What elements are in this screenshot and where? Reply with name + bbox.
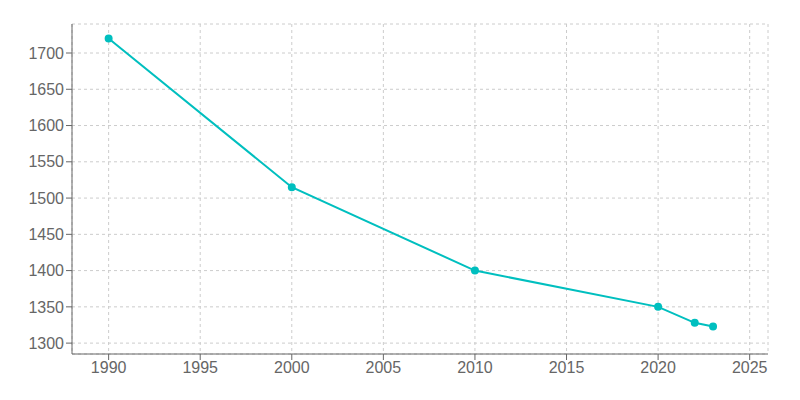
- svg-text:1350: 1350: [28, 299, 64, 316]
- svg-text:1500: 1500: [28, 190, 64, 207]
- svg-text:1995: 1995: [182, 359, 218, 376]
- svg-text:2015: 2015: [549, 359, 585, 376]
- svg-text:1600: 1600: [28, 117, 64, 134]
- svg-text:1700: 1700: [28, 45, 64, 62]
- svg-text:1550: 1550: [28, 153, 64, 170]
- svg-text:2010: 2010: [457, 359, 493, 376]
- svg-text:1450: 1450: [28, 226, 64, 243]
- svg-text:2000: 2000: [274, 359, 310, 376]
- svg-text:1400: 1400: [28, 262, 64, 279]
- svg-text:1650: 1650: [28, 81, 64, 98]
- svg-text:2020: 2020: [640, 359, 676, 376]
- svg-text:1300: 1300: [28, 335, 64, 352]
- svg-text:1990: 1990: [91, 359, 127, 376]
- svg-text:2025: 2025: [732, 359, 768, 376]
- svg-text:2005: 2005: [366, 359, 402, 376]
